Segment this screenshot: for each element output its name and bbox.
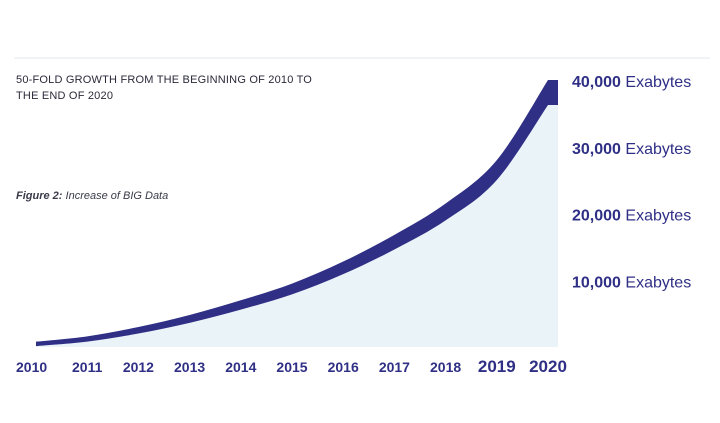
y-tick-label: 30,000 Exabytes — [572, 141, 691, 158]
x-tick-label: 2019 — [478, 357, 516, 376]
area-fill — [36, 80, 558, 347]
y-tick-value: 20,000 — [572, 208, 625, 225]
x-tick-label: 2015 — [276, 359, 307, 375]
y-tick-unit: Exabytes — [625, 208, 691, 225]
y-tick-label: 10,000 Exabytes — [572, 274, 691, 291]
y-tick-value: 10,000 — [572, 274, 625, 291]
y-tick-value: 40,000 — [572, 74, 625, 91]
x-tick-label: 2012 — [123, 359, 154, 375]
x-tick-label: 2014 — [225, 359, 256, 375]
y-tick-unit: Exabytes — [625, 274, 691, 291]
y-tick-value: 30,000 — [572, 141, 625, 158]
y-tick-unit: Exabytes — [625, 141, 691, 158]
x-tick-label: 2010 — [16, 359, 47, 375]
x-tick-label: 2018 — [430, 359, 461, 375]
y-tick-label: 20,000 Exabytes — [572, 208, 691, 225]
x-tick-label: 2011 — [72, 359, 103, 375]
x-tick-label: 2020 — [529, 357, 567, 376]
figure-caption-label: Figure 2: — [16, 190, 62, 202]
x-tick-label: 2016 — [328, 359, 359, 375]
x-tick-label: 2017 — [379, 359, 410, 375]
figure-caption-text: Increase of BIG Data — [66, 190, 169, 202]
figure-caption: Figure 2: Increase of BIG Data — [16, 190, 168, 202]
y-tick-unit: Exabytes — [625, 74, 691, 91]
y-tick-label: 40,000 Exabytes — [572, 74, 691, 91]
x-tick-label: 2013 — [174, 359, 205, 375]
chart-headline: 50-FOLD GROWTH FROM THE BEGINNING OF 201… — [16, 72, 316, 104]
